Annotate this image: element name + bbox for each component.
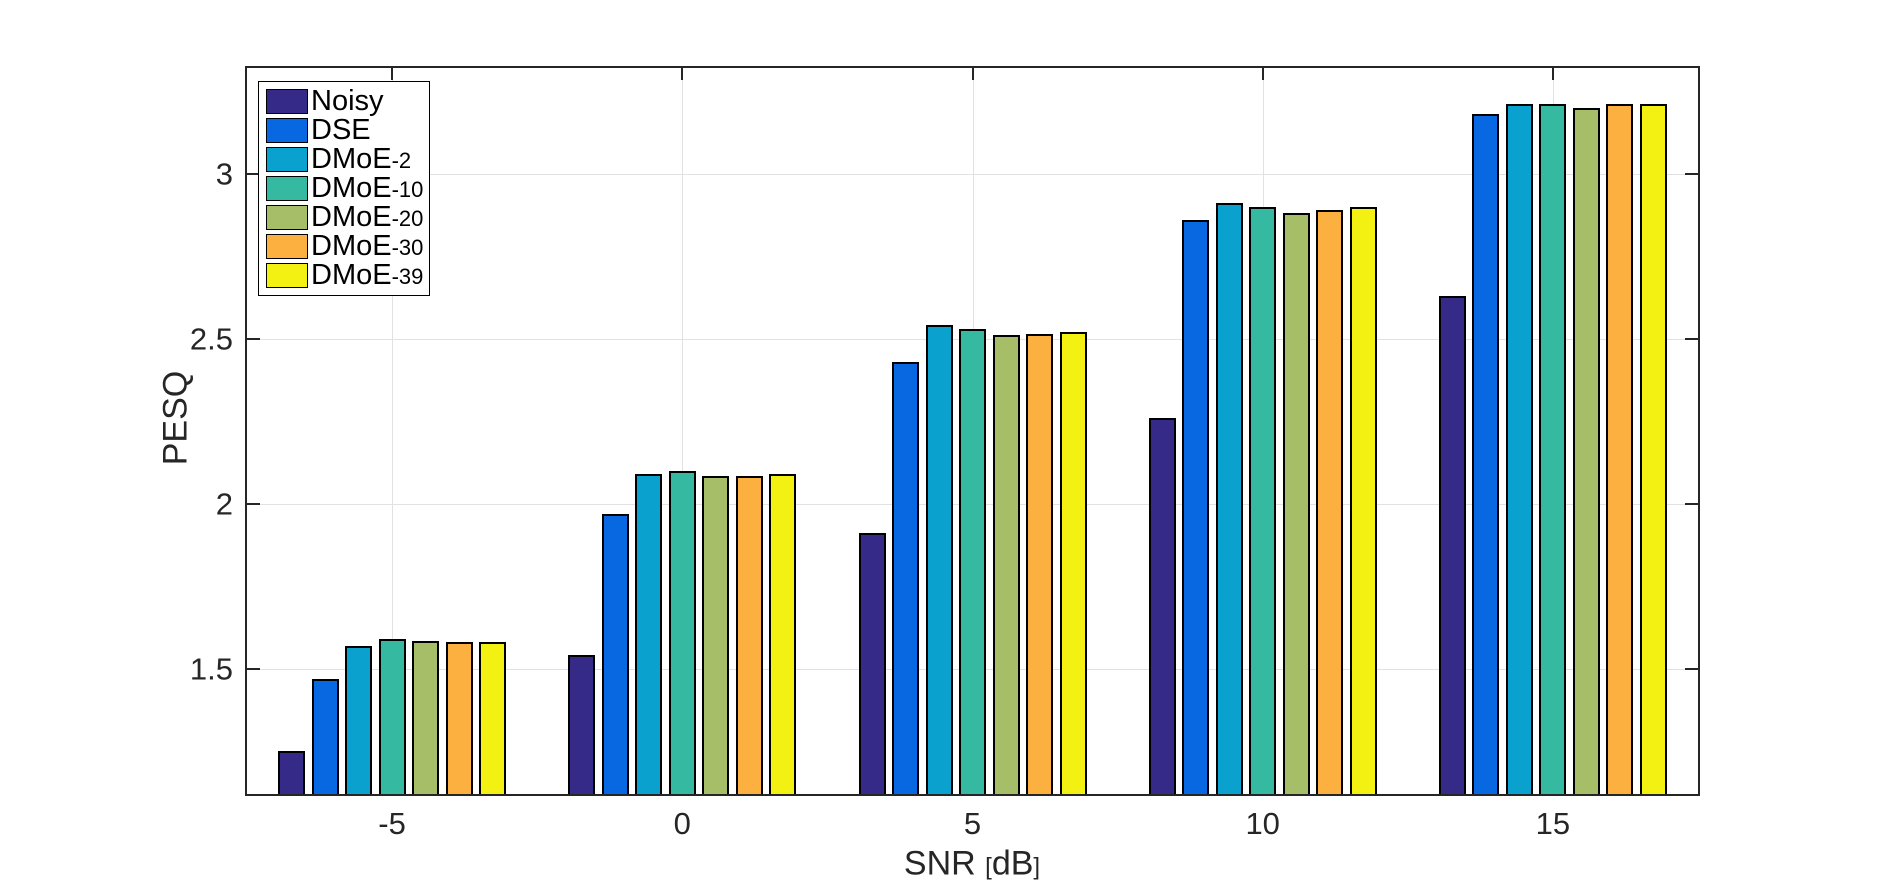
- legend-item-dse: DSE: [266, 116, 429, 145]
- legend-item-dmoe-2: DMoE-2: [266, 145, 429, 174]
- x-tick-label: 5: [963, 806, 982, 841]
- y-tick-mark: [247, 502, 260, 505]
- y-tick-mark: [247, 172, 260, 175]
- bar-dmoe-39-snr10: [1349, 206, 1377, 794]
- bar-dmoe-2-snr0: [635, 473, 663, 794]
- legend-swatch-dse: [266, 118, 308, 143]
- bar-dmoe-20-snr5: [992, 335, 1020, 794]
- y-tick-label: 1.5: [189, 651, 233, 687]
- x-tick-mark: [971, 68, 974, 80]
- legend-item-dmoe-39: DMoE-39: [266, 261, 429, 290]
- bar-dmoe-10-snr0: [668, 470, 696, 794]
- x-tick-mark: [1261, 68, 1264, 80]
- y-tick-mark: [1685, 667, 1698, 670]
- bar-dmoe-39-snr-5: [479, 642, 507, 794]
- legend-swatch-dmoe-30: [266, 234, 308, 259]
- plot-area: Noisy DSE DMoE-2 DMoE-10 DMoE-20 DMoE-30 DMoE-…: [190, 66, 1700, 839]
- legend-label: DMoE-20: [311, 201, 424, 233]
- bar-dse-snr10: [1182, 219, 1210, 794]
- bar-dse-snr15: [1472, 114, 1500, 794]
- bar-dmoe-10-snr15: [1539, 104, 1567, 794]
- bar-noisy-snr15: [1438, 295, 1466, 794]
- legend-label: Noisy: [311, 85, 384, 117]
- x-tick-mark: [391, 68, 394, 80]
- legend-swatch-dmoe-20: [266, 205, 308, 230]
- bar-dmoe-2-snr15: [1505, 104, 1533, 794]
- bar-dse-snr0: [601, 513, 629, 794]
- legend-item-noisy: Noisy: [266, 87, 429, 116]
- legend-label: DMoE-2: [311, 143, 412, 175]
- bar-noisy-snr10: [1148, 417, 1176, 794]
- bar-noisy-snr-5: [278, 751, 306, 794]
- bar-dmoe-20-snr-5: [412, 640, 440, 794]
- bar-dmoe-30-snr0: [735, 475, 763, 794]
- bar-noisy-snr0: [568, 655, 596, 794]
- bar-dmoe-30-snr-5: [445, 642, 473, 794]
- x-tick-label: 0: [673, 806, 691, 841]
- bar-dmoe-20-snr10: [1282, 213, 1310, 794]
- bar-dmoe-2-snr10: [1215, 203, 1243, 794]
- bar-dmoe-20-snr15: [1572, 107, 1600, 794]
- bar-dmoe-10-snr5: [959, 328, 986, 794]
- bar-dmoe-10-snr-5: [378, 638, 406, 794]
- bar-dmoe-30-snr5: [1026, 333, 1053, 794]
- bar-dmoe-39-snr5: [1059, 332, 1087, 794]
- bar-dmoe-20-snr0: [702, 475, 730, 794]
- legend-label-suffix: -20: [391, 206, 424, 231]
- y-tick-mark: [247, 337, 260, 340]
- y-axis-label: PESQ: [156, 370, 195, 466]
- x-tick-mark: [681, 68, 684, 80]
- legend-label: DSE: [311, 114, 371, 146]
- legend-label-suffix: -2: [391, 148, 412, 173]
- legend-label-suffix: -39: [391, 264, 424, 289]
- y-tick-mark: [1685, 337, 1698, 340]
- y-tick-mark: [247, 667, 260, 670]
- legend: Noisy DSE DMoE-2 DMoE-10 DMoE-20 DMoE-30 DMoE-…: [258, 81, 430, 296]
- bracket-glyph: [: [985, 853, 992, 881]
- legend-swatch-dmoe-39: [266, 263, 308, 288]
- y-tick-label: 2: [215, 486, 233, 522]
- bracket-glyph: ]: [1033, 853, 1041, 881]
- legend-swatch-dmoe-10: [266, 176, 308, 201]
- x-gridline: [682, 68, 684, 794]
- x-gridline: [392, 68, 394, 794]
- legend-item-dmoe-30: DMoE-30: [266, 232, 429, 261]
- legend-item-dmoe-10: DMoE-10: [266, 174, 429, 203]
- legend-label-suffix: -30: [391, 235, 424, 260]
- x-axis-label: SNR [dB]: [903, 844, 1041, 883]
- bar-dmoe-10-snr10: [1249, 206, 1277, 794]
- bar-dse-snr-5: [311, 678, 339, 794]
- bar-noisy-snr5: [858, 533, 886, 794]
- y-tick-label: 2.5: [189, 321, 233, 357]
- y-tick-mark: [1685, 502, 1698, 505]
- bar-dmoe-39-snr15: [1639, 104, 1667, 794]
- x-tick-mark: [1551, 68, 1554, 80]
- bar-dse-snr5: [892, 361, 919, 794]
- legend-label: DMoE-10: [311, 172, 424, 204]
- bar-dmoe-30-snr10: [1316, 209, 1344, 794]
- bar-dmoe-2-snr-5: [345, 645, 373, 794]
- x-tick-label: 10: [1245, 806, 1280, 841]
- bar-dmoe-2-snr5: [925, 325, 953, 794]
- y-tick-mark: [1685, 172, 1698, 175]
- x-tick-label: -5: [378, 806, 406, 841]
- legend-item-dmoe-20: DMoE-20: [266, 203, 429, 232]
- legend-label: DMoE-39: [311, 259, 424, 291]
- y-tick-label: 3: [215, 156, 233, 192]
- bar-dmoe-30-snr15: [1606, 104, 1634, 794]
- legend-label: DMoE-30: [311, 230, 424, 262]
- x-tick-label: 15: [1535, 806, 1571, 841]
- bar-dmoe-39-snr0: [769, 473, 797, 794]
- legend-label-suffix: -10: [391, 177, 424, 202]
- legend-swatch-dmoe-2: [266, 147, 308, 172]
- legend-swatch-noisy: [266, 89, 308, 114]
